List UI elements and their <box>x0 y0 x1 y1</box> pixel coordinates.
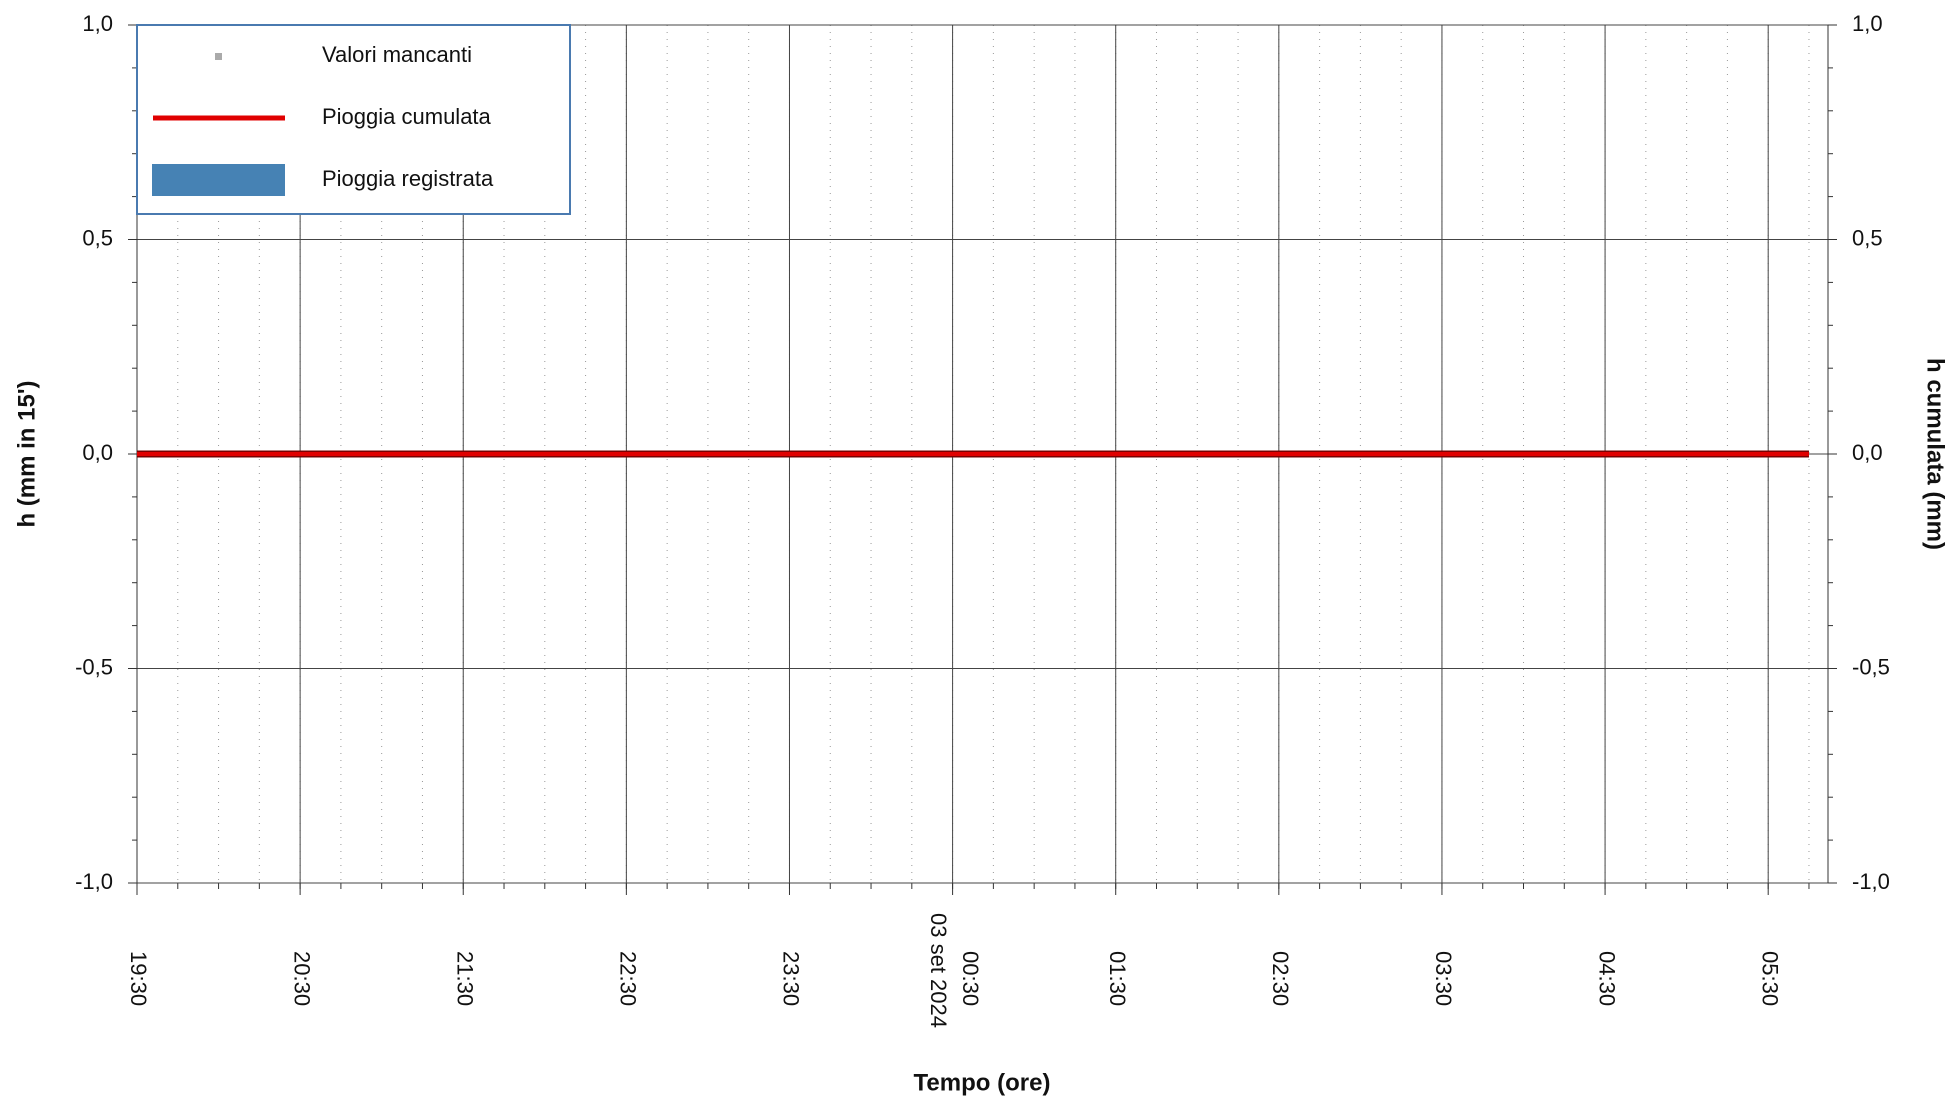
y-tick-label: -1,0 <box>75 869 113 894</box>
legend-marker <box>152 164 285 196</box>
x-tick-label: 20:30 <box>289 951 314 1006</box>
x-tick-date: 03 set 2024 <box>926 913 951 1028</box>
x-tick-label: 19:30 <box>126 951 151 1006</box>
y-tick-label: -0,5 <box>75 654 113 679</box>
y2-tick-label: 0,0 <box>1852 440 1883 465</box>
x-tick-label: 02:30 <box>1268 951 1293 1006</box>
x-tick-label: 22:30 <box>616 951 641 1006</box>
x-tick-label: 01:30 <box>1105 951 1130 1006</box>
y-tick-label: 0,0 <box>82 440 113 465</box>
x-tick-label: 23:30 <box>779 951 804 1006</box>
y2-tick-label: 1,0 <box>1852 11 1883 36</box>
y-tick-label: 1,0 <box>82 11 113 36</box>
y-axis-title: h (mm in 15') <box>13 380 40 527</box>
y2-tick-label: 0,5 <box>1852 225 1883 250</box>
x-tick-label: 00:30 <box>958 951 983 1006</box>
legend-marker <box>215 53 222 60</box>
y-tick-label: 0,5 <box>82 225 113 250</box>
y2-tick-label: -1,0 <box>1852 869 1890 894</box>
y2-axis-title: h cumulata (mm) <box>1922 358 1949 550</box>
x-tick-label: 21:30 <box>452 951 477 1006</box>
legend-label: Pioggia registrata <box>322 166 494 191</box>
legend-label: Valori mancanti <box>322 42 472 67</box>
x-tick-label: 05:30 <box>1757 951 1782 1006</box>
y2-tick-label: -0,5 <box>1852 654 1890 679</box>
x-tick-label: 04:30 <box>1594 951 1619 1006</box>
legend-label: Pioggia cumulata <box>322 104 492 129</box>
x-axis-title: Tempo (ore) <box>914 1069 1051 1096</box>
x-tick-label: 03:30 <box>1431 951 1456 1006</box>
